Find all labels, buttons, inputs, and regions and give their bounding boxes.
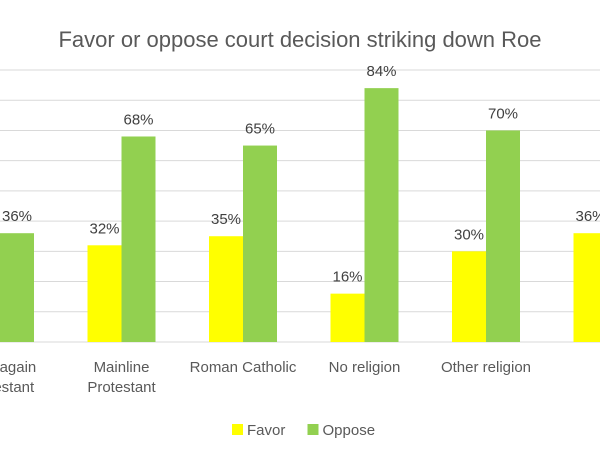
bar-favor [330,293,365,342]
bar-oppose [0,233,34,342]
legend: Favor Oppose [232,422,375,439]
data-label: 32% [89,220,119,237]
category-label: No religion [329,359,401,376]
category-label: Other religion [441,359,531,376]
bar-oppose [121,136,156,342]
data-label: 16% [332,269,362,286]
category-label: Roman Catholic [190,359,297,376]
bar-oppose [243,145,277,342]
category-label: Mainline Protestant [87,359,156,396]
bar-favor [452,251,486,342]
bar-favor [573,233,600,342]
data-label: 36% [575,208,600,225]
legend-swatch-oppose [307,424,319,435]
bar-favor [209,236,243,342]
legend-swatch-favor [232,424,243,435]
bar-favor [87,245,122,342]
data-label: 70% [488,105,518,122]
bar-oppose [364,88,399,342]
legend-label-favor: Favor [247,422,285,439]
bars [0,88,600,342]
data-label: 65% [245,121,275,138]
data-label: 84% [366,63,396,80]
bar-oppose [486,130,520,342]
category-label: Born againProtestant [0,359,36,396]
legend-label-oppose: Oppose [323,422,376,439]
data-label: 68% [123,111,153,128]
data-label: 35% [211,211,241,228]
data-labels: 64%36%32%68%35%65%16%84%30%70%36%64% [2,63,600,286]
data-label: 30% [454,226,484,243]
data-label: 36% [2,208,32,225]
chart-title: Favor or oppose court decision striking … [58,27,541,52]
